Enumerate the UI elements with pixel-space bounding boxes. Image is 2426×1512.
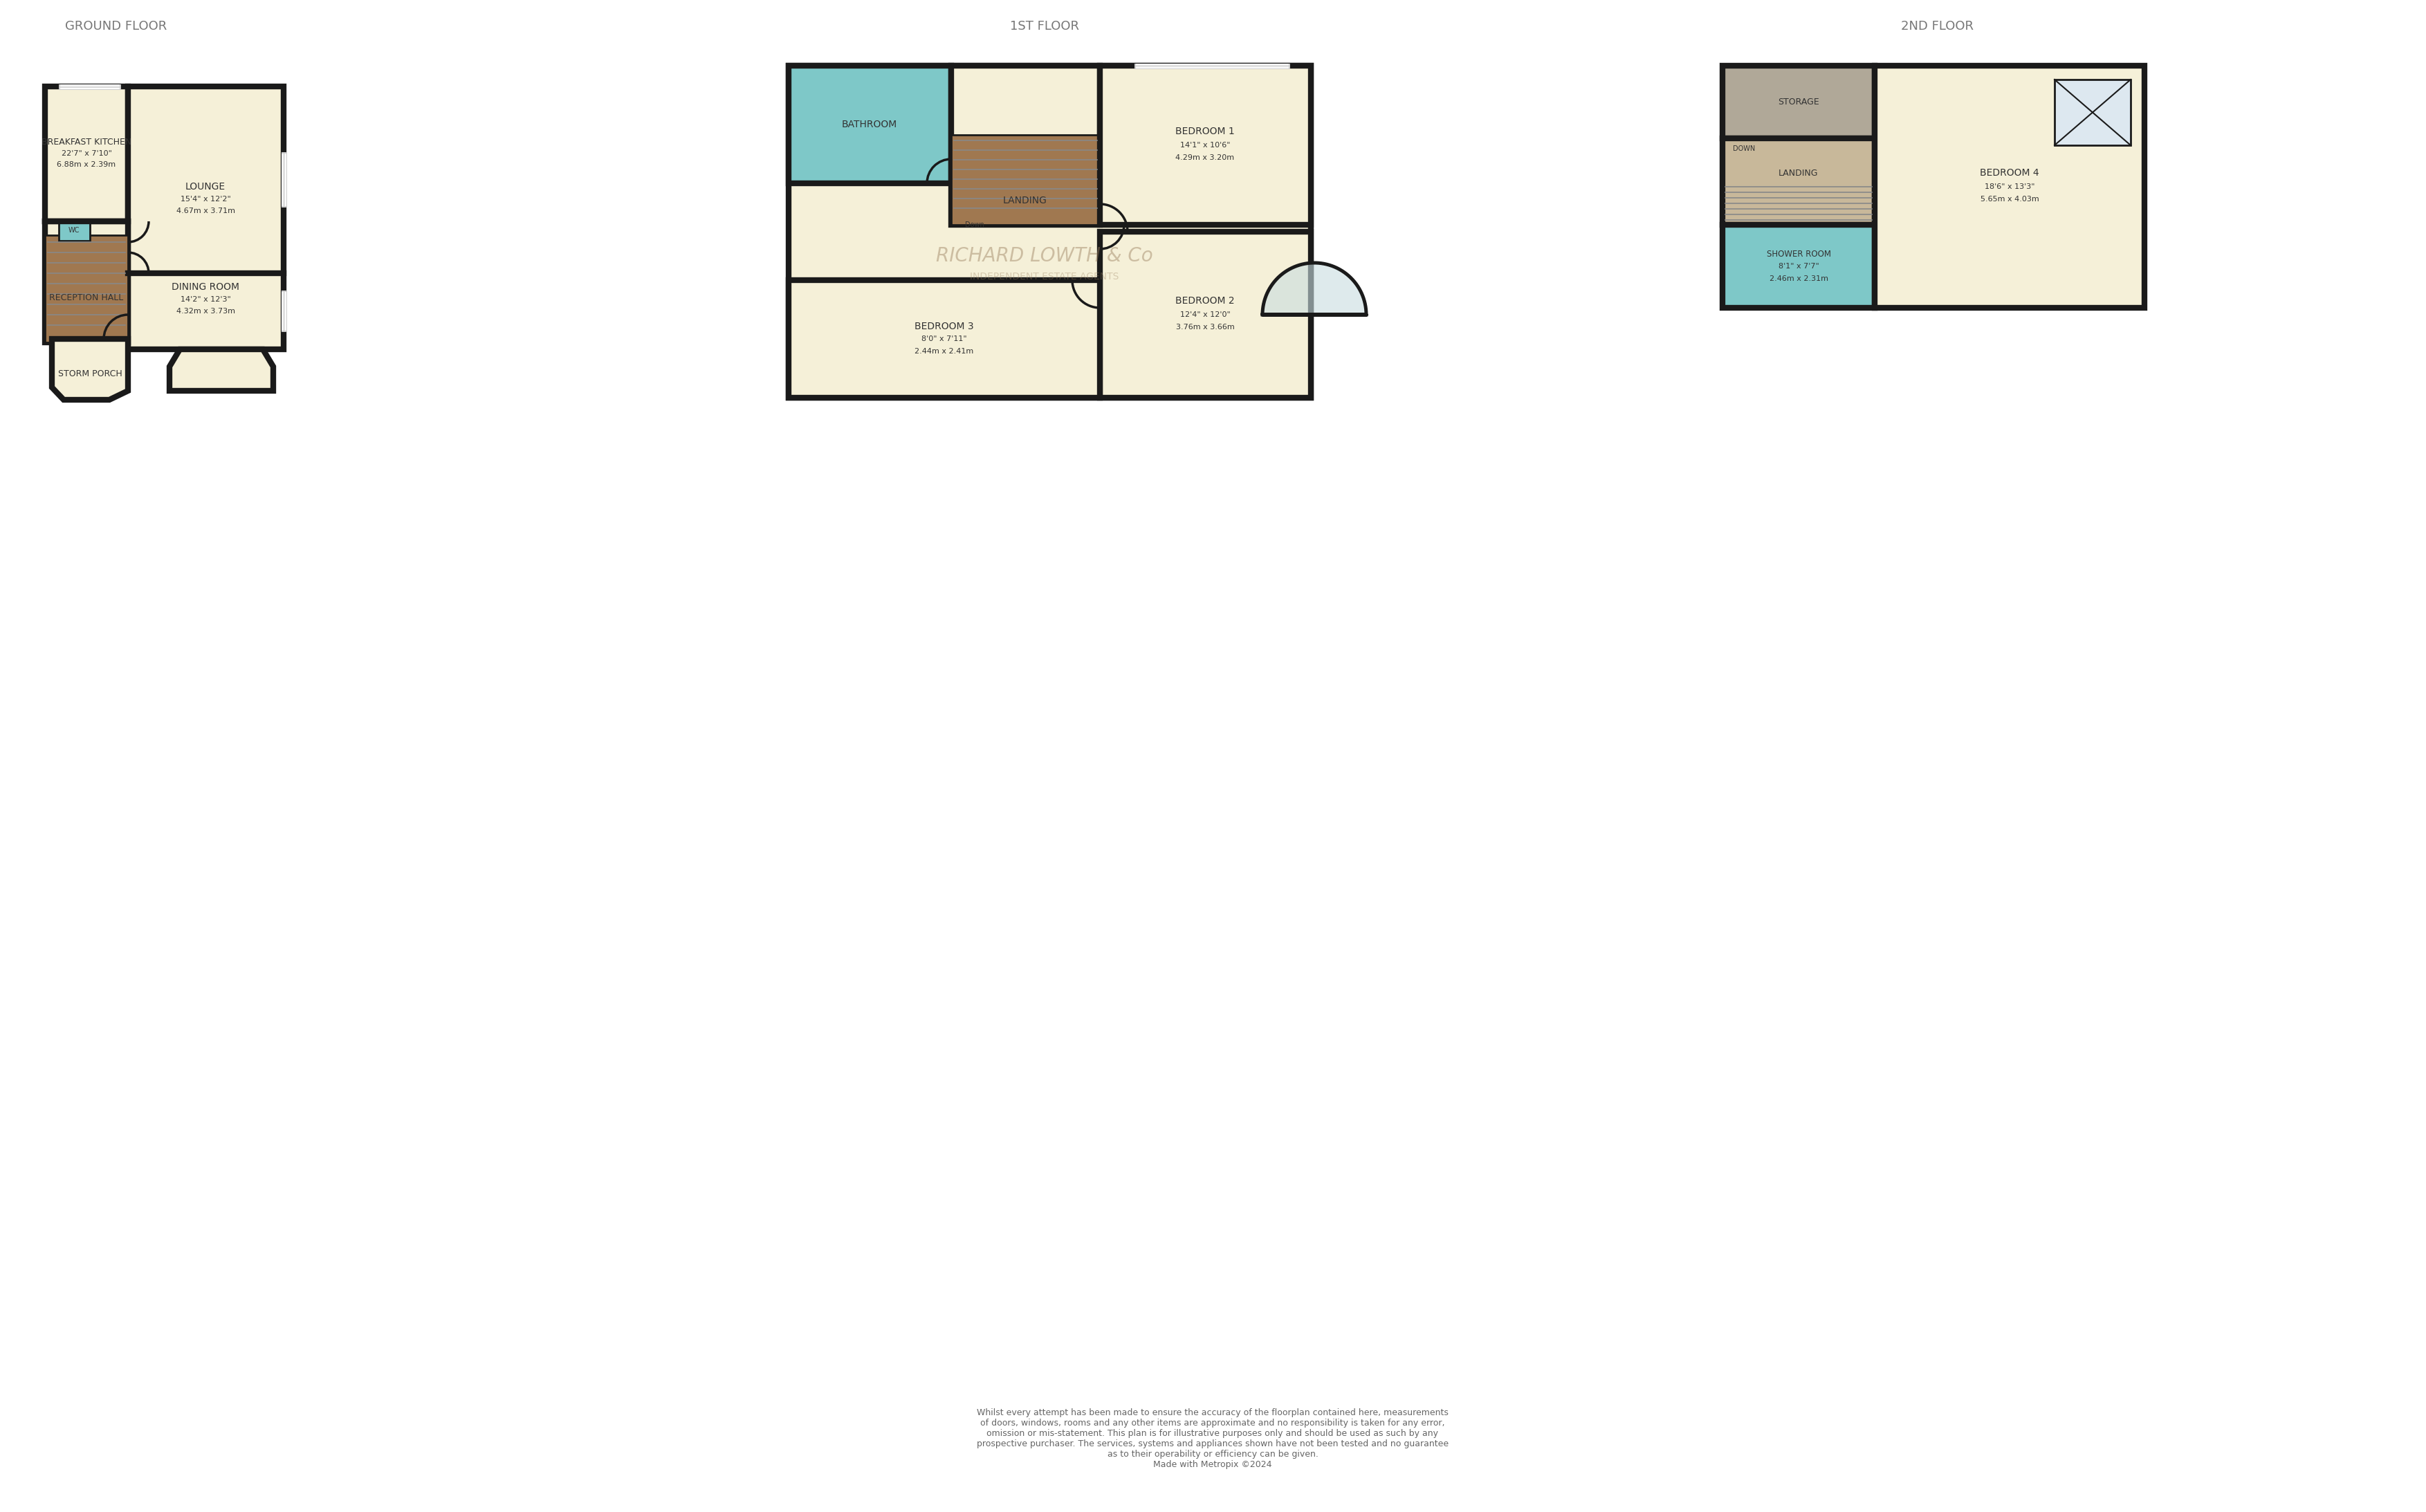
Bar — [1722, 65, 1875, 138]
Text: GROUND FLOOR: GROUND FLOOR — [66, 20, 167, 33]
Text: BEDROOM 1: BEDROOM 1 — [1174, 127, 1235, 136]
Text: 22'7" x 7'10": 22'7" x 7'10" — [61, 150, 112, 157]
Text: RICHARD LOWTH & Co: RICHARD LOWTH & Co — [936, 246, 1152, 266]
Text: WC: WC — [68, 227, 80, 234]
Text: 3.76m x 3.66m: 3.76m x 3.66m — [1177, 324, 1235, 331]
Bar — [2055, 80, 2130, 145]
Text: 8'1" x 7'7": 8'1" x 7'7" — [1778, 263, 1820, 269]
Text: 2ND FLOOR: 2ND FLOOR — [1900, 20, 1972, 33]
Polygon shape — [51, 339, 129, 399]
Bar — [788, 280, 1099, 398]
Text: BEDROOM 4: BEDROOM 4 — [1980, 168, 2040, 178]
Bar — [58, 219, 90, 240]
Bar — [46, 86, 129, 221]
Text: 15'4" x 12'2": 15'4" x 12'2" — [180, 195, 230, 203]
Bar — [1099, 231, 1310, 398]
Bar — [788, 65, 1310, 398]
Bar — [951, 135, 1099, 225]
Bar — [46, 236, 129, 342]
Polygon shape — [170, 349, 274, 390]
Bar — [46, 221, 129, 342]
Bar — [129, 86, 284, 349]
Bar — [281, 153, 286, 207]
Bar — [1722, 138, 1875, 225]
Bar — [1722, 225, 1875, 308]
Text: 2.44m x 2.41m: 2.44m x 2.41m — [915, 348, 973, 355]
Text: LANDING: LANDING — [1002, 195, 1048, 206]
Text: RECEPTION HALL: RECEPTION HALL — [49, 293, 124, 302]
Text: Whilst every attempt has been made to ensure the accuracy of the floorplan conta: Whilst every attempt has been made to en… — [978, 1408, 1448, 1470]
Text: 14'1" x 10'6": 14'1" x 10'6" — [1179, 142, 1230, 148]
Bar — [1099, 65, 1310, 225]
Text: DOWN: DOWN — [1732, 145, 1754, 153]
Text: BREAKFAST KITCHEN: BREAKFAST KITCHEN — [41, 138, 131, 147]
Text: STORM PORCH: STORM PORCH — [58, 369, 121, 378]
Text: 5.65m x 4.03m: 5.65m x 4.03m — [1980, 195, 2038, 203]
Text: 4.29m x 3.20m: 4.29m x 3.20m — [1177, 154, 1235, 162]
Bar — [281, 290, 286, 333]
Text: BATHROOM: BATHROOM — [842, 119, 898, 130]
Text: STORAGE: STORAGE — [1778, 97, 1820, 106]
Text: 1ST FLOOR: 1ST FLOOR — [1009, 20, 1080, 33]
Bar — [1135, 64, 1291, 70]
Text: 8'0" x 7'11": 8'0" x 7'11" — [922, 336, 968, 342]
Text: 2.46m x 2.31m: 2.46m x 2.31m — [1769, 275, 1827, 283]
Text: BEDROOM 2: BEDROOM 2 — [1177, 296, 1235, 305]
Text: Down: Down — [966, 221, 985, 228]
Text: SHOWER ROOM: SHOWER ROOM — [1766, 249, 1832, 259]
Bar — [58, 85, 121, 89]
Text: 18'6" x 13'3": 18'6" x 13'3" — [1984, 183, 2035, 191]
Text: 4.32m x 3.73m: 4.32m x 3.73m — [177, 308, 235, 314]
Bar — [2055, 80, 2130, 145]
Bar — [951, 65, 1099, 225]
Text: LOUNGE: LOUNGE — [184, 181, 226, 192]
Polygon shape — [1262, 263, 1366, 314]
Text: 12'4" x 12'0": 12'4" x 12'0" — [1179, 311, 1230, 318]
Bar — [1875, 65, 2145, 308]
Text: 4.67m x 3.71m: 4.67m x 3.71m — [177, 207, 235, 215]
Text: INDEPENDENT ESTATE AGENTS: INDEPENDENT ESTATE AGENTS — [970, 272, 1118, 281]
Text: 14'2" x 12'3": 14'2" x 12'3" — [180, 296, 230, 302]
Text: DINING ROOM: DINING ROOM — [172, 283, 240, 292]
Text: 6.88m x 2.39m: 6.88m x 2.39m — [58, 162, 116, 168]
Bar — [788, 65, 951, 183]
Text: LANDING: LANDING — [1778, 168, 1820, 177]
Text: BEDROOM 3: BEDROOM 3 — [915, 322, 973, 331]
